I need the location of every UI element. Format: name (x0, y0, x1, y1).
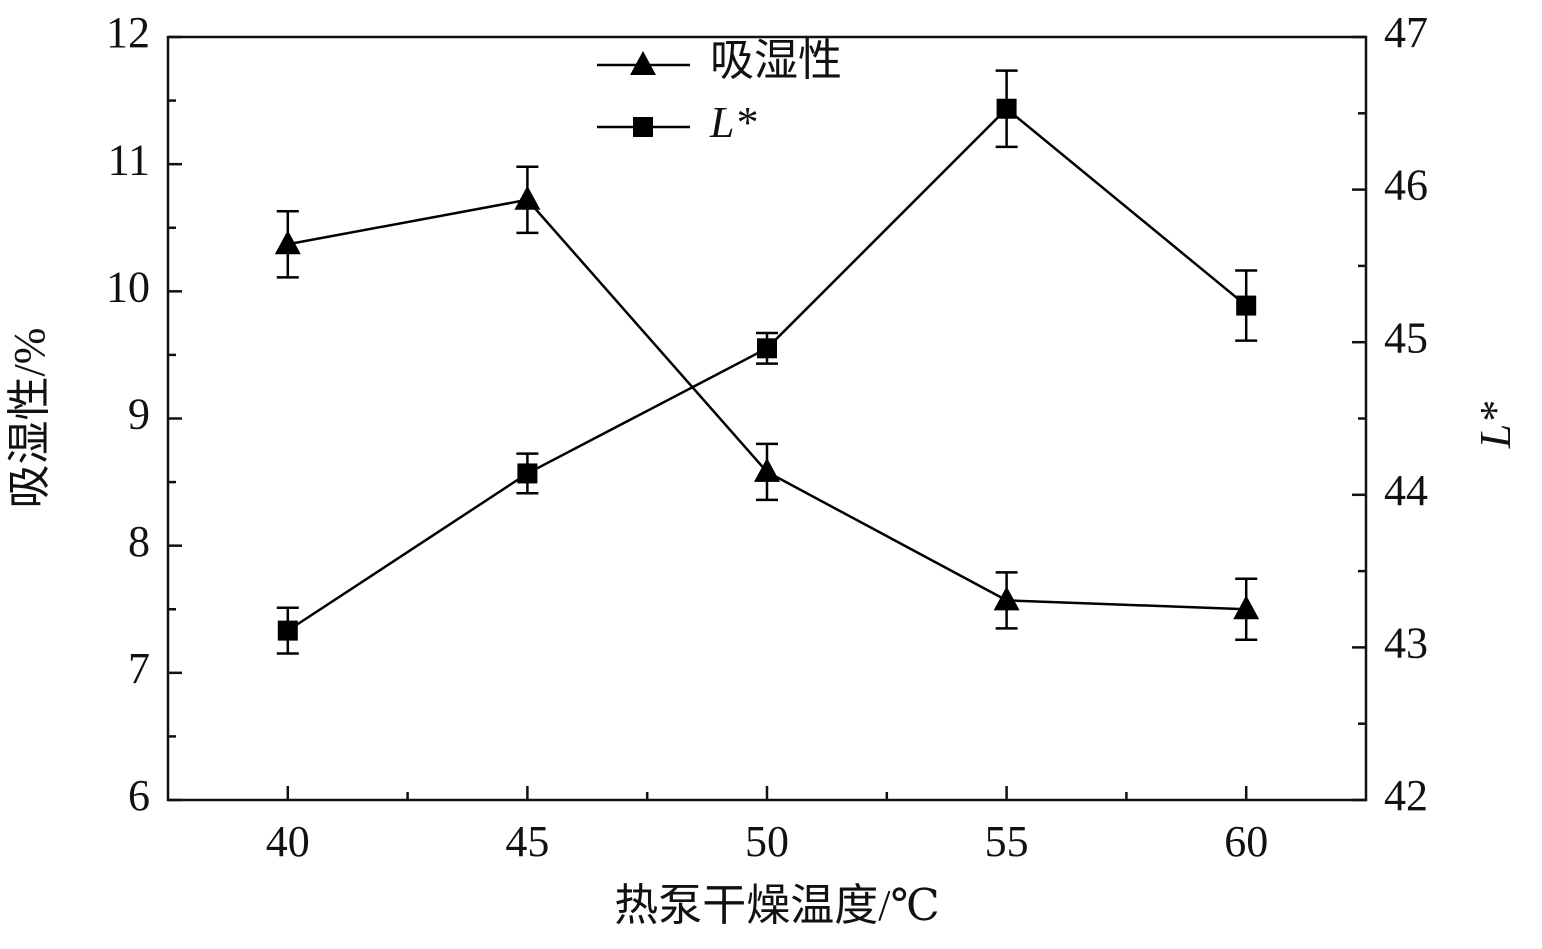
legend-marker (630, 51, 656, 75)
y-tick-label: 9 (128, 390, 150, 439)
y-tick-label: 8 (128, 517, 150, 566)
data-point (757, 338, 777, 359)
legend-marker (633, 117, 653, 137)
series-line (287, 107, 1247, 632)
y-tick-label: 6 (128, 771, 150, 820)
y2-axis-label: L* (1471, 402, 1520, 449)
y-axis-label: 吸湿性/% (5, 328, 54, 509)
x-tick-label: 45 (505, 817, 549, 866)
y2-tick-label: 42 (1384, 771, 1428, 820)
data-point (1233, 595, 1260, 620)
y2-tick-label: 44 (1384, 466, 1428, 515)
data-point (754, 457, 780, 482)
series-line (287, 198, 1247, 611)
y-tick-label: 10 (106, 262, 150, 311)
y-tick-label: 7 (128, 644, 150, 693)
data-point (277, 620, 298, 641)
plot-frame (166, 35, 1368, 802)
legend-label: L* (709, 98, 756, 147)
x-tick-label: 55 (985, 817, 1029, 866)
y2-tick-label: 45 (1384, 313, 1428, 362)
y2-tick-label: 46 (1384, 161, 1428, 210)
data-point (996, 98, 1017, 119)
x-tick-label: 60 (1224, 817, 1268, 866)
x-axis-label: 热泵干燥温度/℃ (614, 881, 939, 930)
data-point (1236, 295, 1257, 316)
data-point (514, 185, 541, 210)
x-tick-label: 40 (266, 817, 310, 866)
x-tick-label: 50 (745, 817, 789, 866)
y-tick-label: 11 (108, 135, 150, 184)
y-tick-label: 12 (106, 8, 150, 57)
data-point (993, 586, 1020, 611)
data-point (274, 230, 301, 255)
data-point (517, 463, 538, 484)
y2-tick-label: 43 (1384, 618, 1428, 667)
legend-label: 吸湿性 (710, 36, 842, 85)
y2-tick-label: 47 (1384, 8, 1428, 57)
